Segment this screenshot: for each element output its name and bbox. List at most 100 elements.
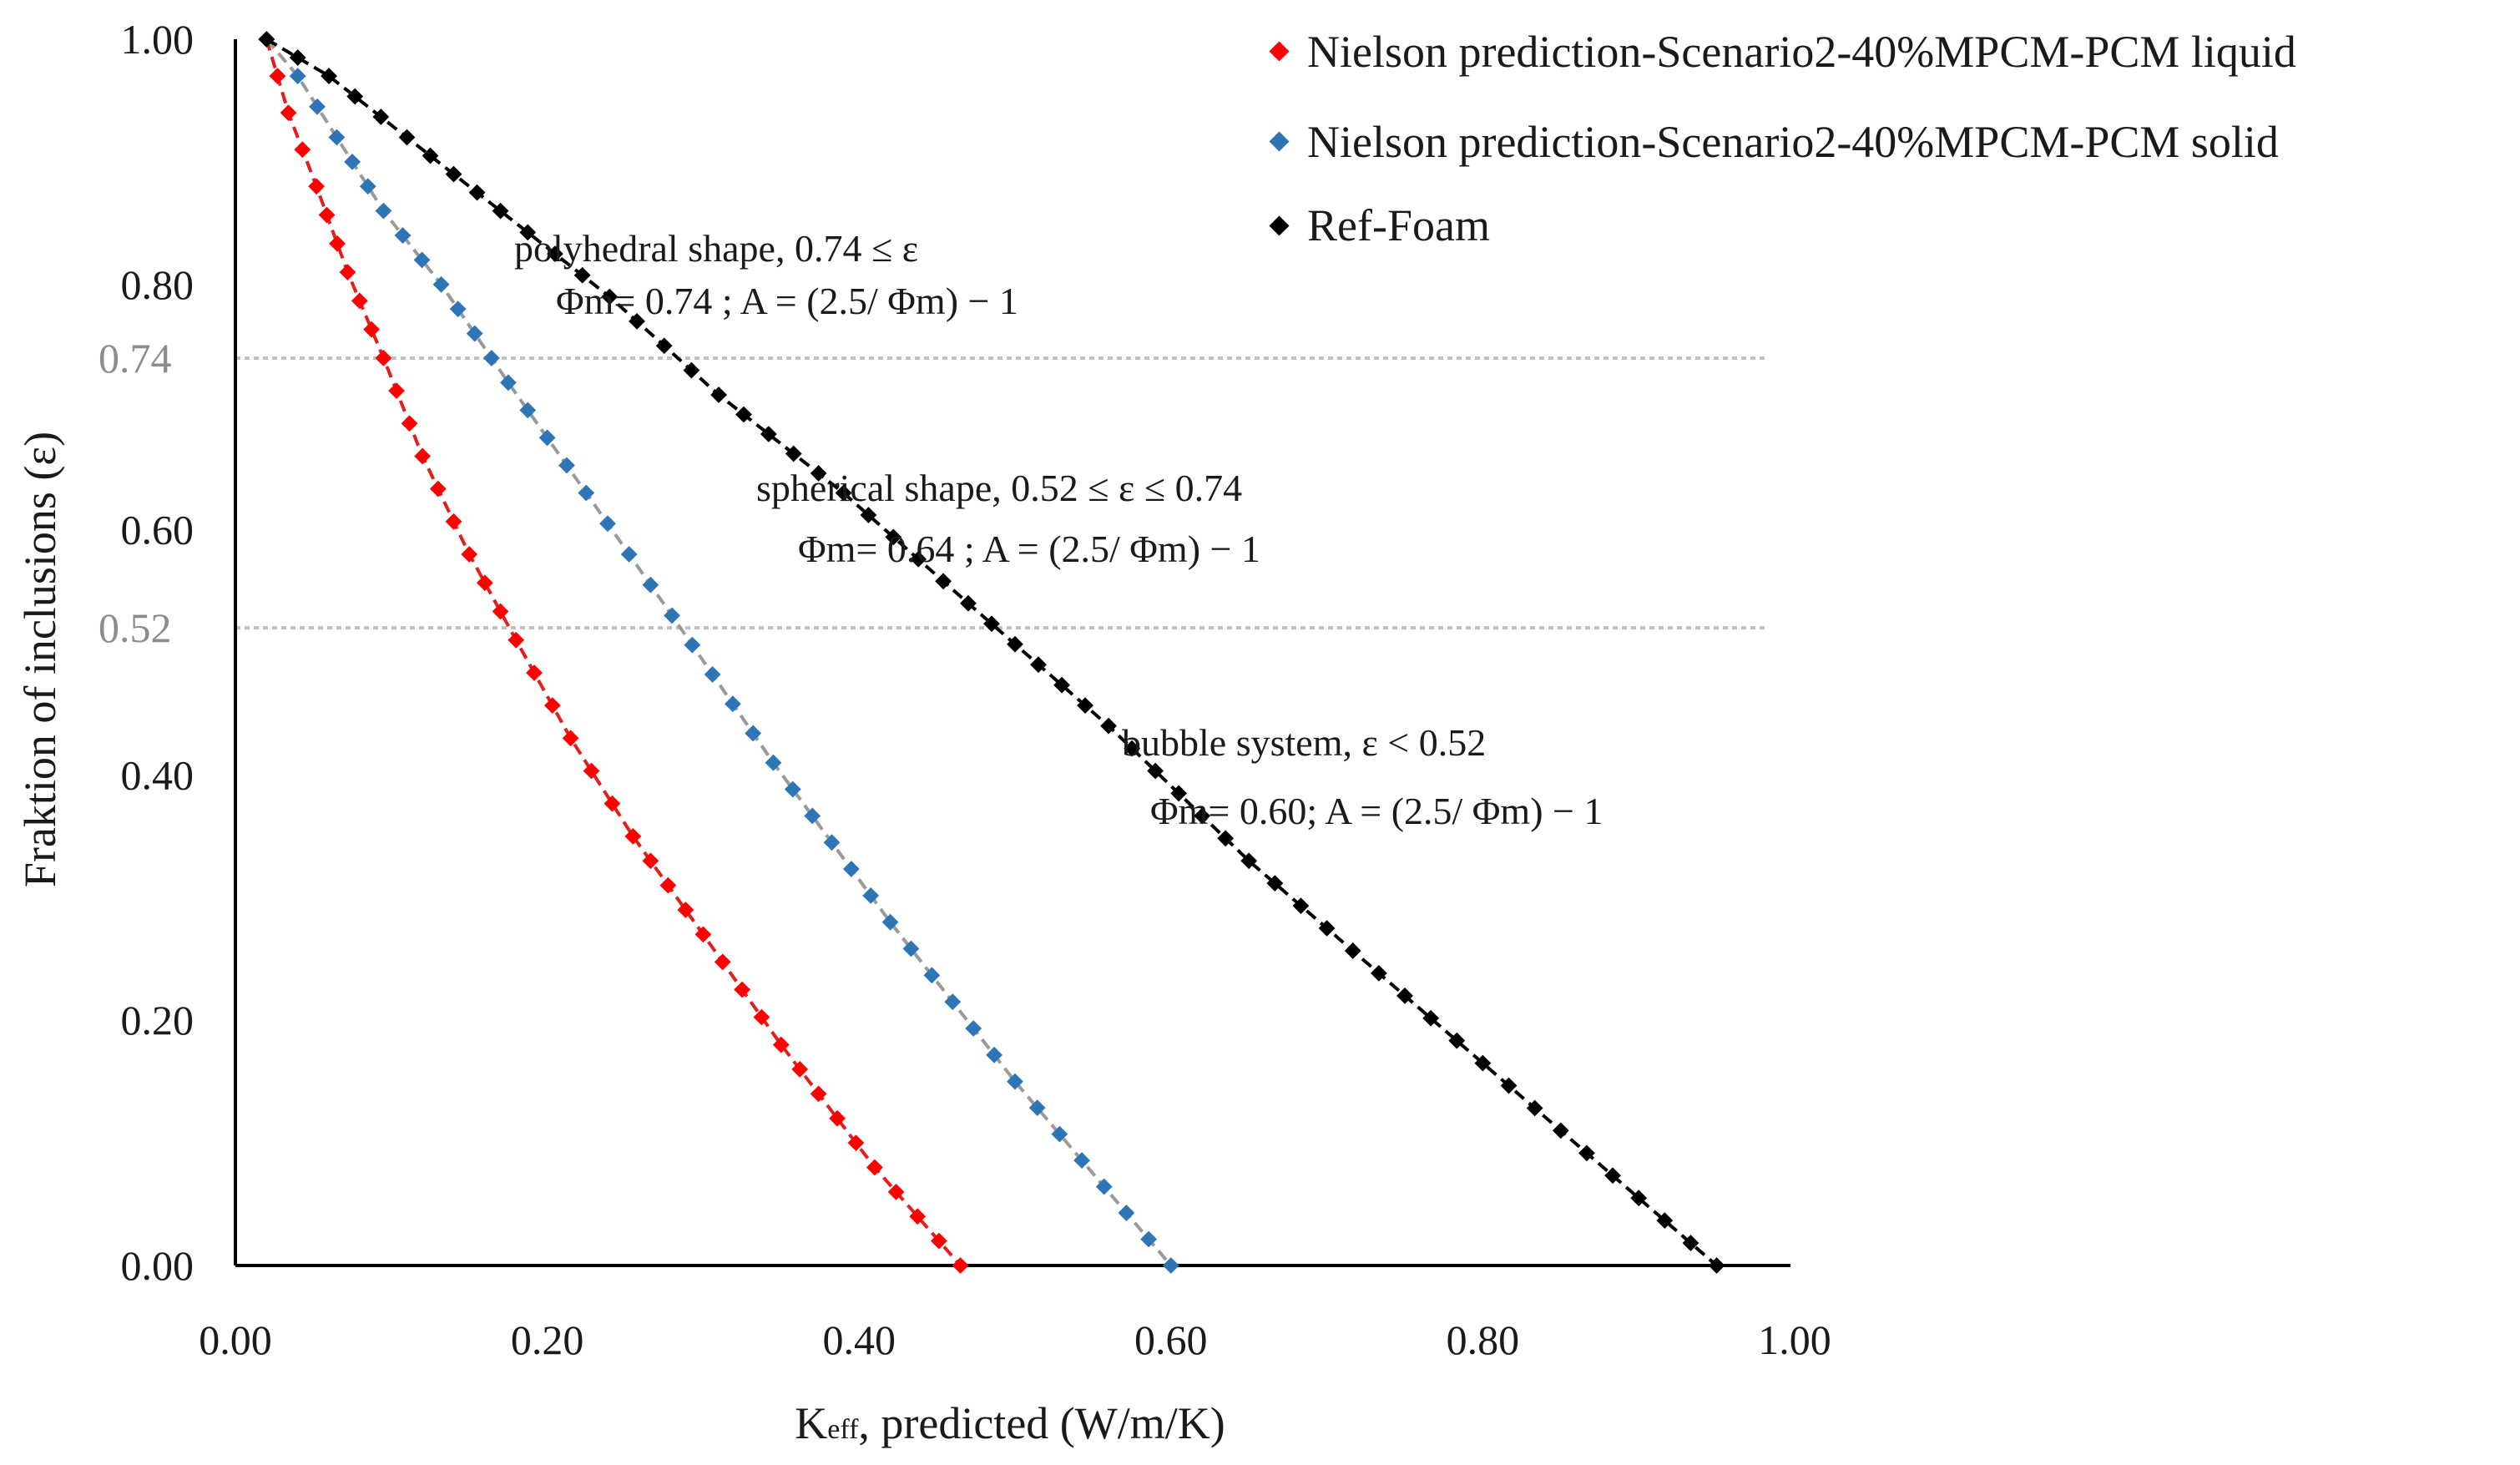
data-point <box>1682 1235 1699 1251</box>
data-point <box>500 374 517 392</box>
data-point <box>476 574 493 592</box>
data-point <box>860 507 877 523</box>
data-point <box>1500 1077 1518 1094</box>
data-point <box>835 484 852 502</box>
data-point <box>1474 1054 1492 1072</box>
data-point <box>344 154 361 170</box>
series-line <box>265 38 1718 1267</box>
data-point <box>583 762 600 780</box>
data-point <box>1028 1099 1046 1117</box>
x-tick-label: 0.00 <box>199 1316 272 1363</box>
data-point <box>772 1036 790 1053</box>
data-point <box>885 528 902 546</box>
data-point <box>269 68 286 84</box>
data-point <box>1030 656 1047 674</box>
data-point <box>601 288 619 306</box>
data-point <box>328 129 346 146</box>
data-point <box>735 406 752 423</box>
series-line <box>265 38 962 1267</box>
x-tick-label: 0.40 <box>822 1316 896 1363</box>
data-point <box>684 636 701 654</box>
data-point <box>429 480 447 498</box>
data-point <box>902 940 920 957</box>
data-point <box>562 730 579 747</box>
data-point <box>508 631 525 649</box>
data-point <box>952 1257 969 1274</box>
data-point <box>983 615 1000 633</box>
data-point <box>547 245 563 262</box>
x-tick-label: 0.60 <box>1134 1316 1208 1363</box>
data-point <box>724 695 741 713</box>
data-point <box>363 321 381 338</box>
data-point <box>944 993 962 1011</box>
data-point <box>308 178 326 195</box>
data-point <box>519 402 537 419</box>
data-point <box>1194 807 1211 825</box>
y-tick-label: 0.80 <box>121 261 194 308</box>
x-axis-title: Keff, predicted (W/m/K) <box>795 1398 1225 1448</box>
legend-marker-ref-foam <box>1269 215 1290 236</box>
data-point <box>375 202 392 220</box>
axes <box>234 39 1790 1267</box>
data-point <box>401 415 418 432</box>
svg-text:spherical shape, 0.52 ≤ ε ≤ 0: spherical shape, 0.52 ≤ ε ≤ 0.74 <box>756 467 1242 509</box>
x-tick-label: 1.00 <box>1758 1316 1831 1363</box>
data-point <box>603 795 621 812</box>
reference-lines: 0.74 0.52 <box>98 335 1765 651</box>
data-point <box>1526 1099 1543 1117</box>
data-point <box>1552 1122 1569 1139</box>
annotation-spherical: spherical shape, 0.52 ≤ ε ≤ 0.74 Φm= 0.6… <box>756 467 1260 570</box>
data-point <box>351 292 368 310</box>
legend-marker-solid <box>1269 131 1290 152</box>
data-point <box>881 913 899 931</box>
data-point <box>810 465 827 482</box>
data-point <box>1630 1190 1648 1207</box>
data-point <box>785 445 802 462</box>
data-point <box>866 1159 883 1176</box>
data-point <box>289 49 306 66</box>
data-point <box>960 594 977 612</box>
data-point <box>359 178 376 195</box>
data-point <box>760 426 777 442</box>
data-point <box>664 607 680 624</box>
data-point <box>1170 785 1188 802</box>
data-point <box>1318 920 1336 937</box>
data-point <box>810 1085 827 1103</box>
data-point <box>624 827 642 845</box>
legend-marker-liquid <box>1269 41 1290 62</box>
data-point <box>398 129 416 146</box>
data-point <box>413 251 431 269</box>
y-tick-label: 0.20 <box>121 997 194 1043</box>
data-point <box>1147 762 1164 780</box>
data-point <box>1448 1032 1466 1049</box>
data-point <box>704 666 721 683</box>
data-point <box>449 301 467 318</box>
y-tick-label: 0.60 <box>121 507 194 553</box>
data-point <box>710 386 727 403</box>
data-point <box>280 104 297 122</box>
data-point <box>1118 1205 1135 1221</box>
data-point <box>923 967 941 984</box>
data-point <box>1292 897 1310 914</box>
data-point <box>655 337 673 355</box>
data-point <box>804 807 821 825</box>
data-point <box>414 447 432 465</box>
data-point <box>526 664 543 681</box>
data-point <box>1007 635 1023 653</box>
data-point <box>847 1134 865 1151</box>
data-point <box>694 926 712 943</box>
data-point <box>910 550 927 568</box>
svg-text:Φm= 0.74 ; A = (2.5/ Φm) − 1: Φm= 0.74 ; A = (2.5/ Φm) − 1 <box>556 280 1018 322</box>
data-point <box>659 876 677 894</box>
data-point <box>558 457 575 474</box>
data-point <box>734 981 750 998</box>
data-point <box>823 834 841 851</box>
data-point <box>1100 717 1117 735</box>
data-point <box>1140 1230 1158 1248</box>
data-point <box>887 1183 905 1200</box>
data-point <box>432 275 450 293</box>
data-point <box>765 754 782 771</box>
data-point <box>791 1061 809 1078</box>
data-point <box>1053 676 1070 694</box>
